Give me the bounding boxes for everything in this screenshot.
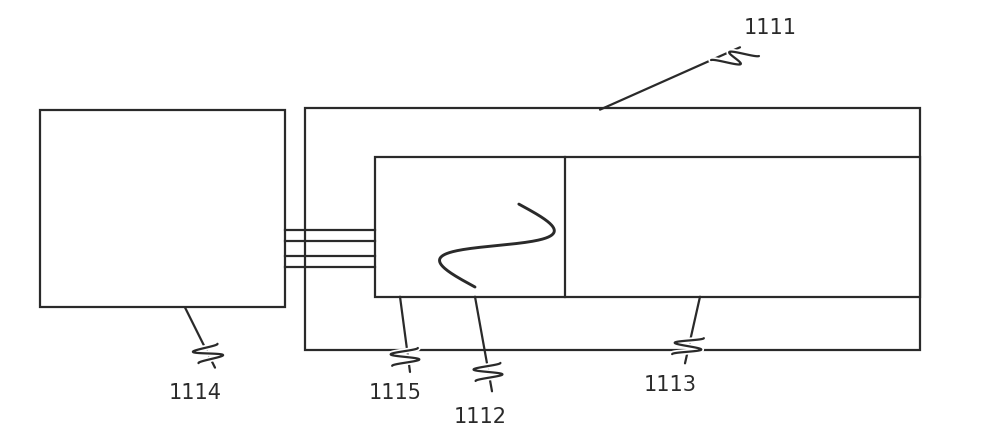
Text: 1113: 1113 <box>644 375 696 395</box>
Text: 1115: 1115 <box>368 384 422 403</box>
Bar <box>375 157 920 297</box>
Text: 1111: 1111 <box>744 18 796 38</box>
Bar <box>305 108 920 350</box>
Bar <box>40 110 285 307</box>
Text: 1112: 1112 <box>454 407 507 427</box>
Text: 1114: 1114 <box>168 384 222 403</box>
